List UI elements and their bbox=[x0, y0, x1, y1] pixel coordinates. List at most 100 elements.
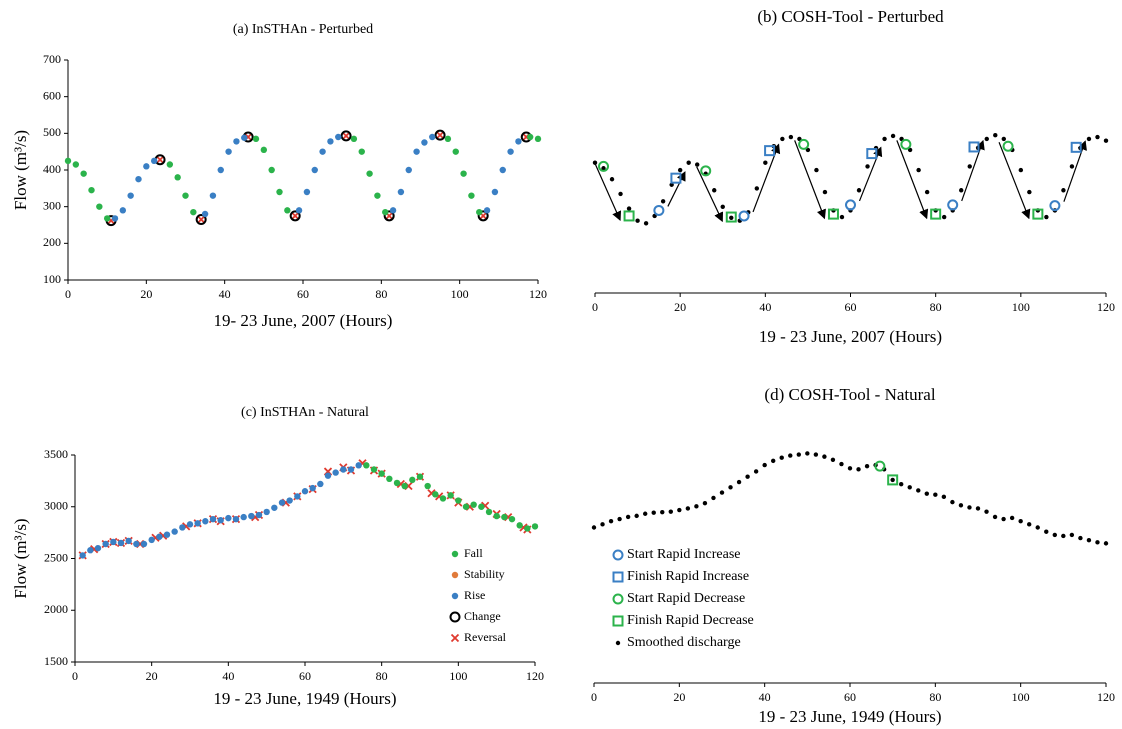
x-tick-label: 60 bbox=[297, 287, 309, 301]
point bbox=[340, 130, 352, 142]
point bbox=[924, 189, 930, 195]
arrow bbox=[858, 146, 883, 202]
point bbox=[822, 189, 828, 195]
point bbox=[127, 192, 134, 199]
point bbox=[386, 475, 393, 483]
point bbox=[110, 538, 117, 546]
point bbox=[485, 508, 493, 516]
point bbox=[592, 160, 598, 165]
point bbox=[754, 186, 760, 191]
point bbox=[950, 499, 955, 505]
point bbox=[591, 525, 597, 530]
point bbox=[1069, 164, 1075, 169]
point bbox=[378, 470, 385, 477]
point bbox=[899, 481, 904, 487]
point bbox=[429, 133, 436, 141]
x-tick-label: 120 bbox=[1097, 690, 1115, 704]
point bbox=[317, 480, 324, 488]
point bbox=[975, 506, 981, 511]
y-tick-label: 1500 bbox=[44, 654, 68, 668]
x-tick-label: 100 bbox=[451, 287, 469, 301]
point bbox=[405, 166, 412, 174]
chart-title: (a) InSTHAn - Perturbed bbox=[233, 22, 373, 37]
point bbox=[763, 160, 768, 165]
x-axis-label: 19 - 23 June, 1949 (Hours) bbox=[213, 689, 396, 708]
point bbox=[813, 452, 819, 457]
x-tick-label: 60 bbox=[844, 690, 856, 704]
point bbox=[1001, 136, 1006, 142]
x-tick-label: 120 bbox=[529, 287, 547, 301]
x-tick-label: 20 bbox=[673, 690, 685, 704]
point bbox=[798, 138, 810, 150]
point bbox=[319, 148, 326, 155]
point bbox=[1032, 208, 1044, 220]
point bbox=[171, 528, 178, 535]
point bbox=[702, 500, 708, 506]
point bbox=[941, 494, 947, 500]
arrow bbox=[593, 162, 622, 222]
point bbox=[847, 466, 853, 471]
point bbox=[729, 215, 734, 220]
x-tick-label: 40 bbox=[219, 287, 231, 301]
point bbox=[190, 208, 197, 216]
point bbox=[80, 170, 87, 177]
point bbox=[508, 515, 516, 523]
arrow bbox=[998, 142, 1031, 220]
point bbox=[155, 155, 165, 164]
point bbox=[435, 131, 445, 140]
point bbox=[1103, 541, 1109, 546]
point bbox=[382, 208, 389, 216]
x-tick-label: 40 bbox=[759, 300, 771, 314]
point bbox=[660, 199, 666, 204]
x-tick-label: 0 bbox=[591, 690, 597, 704]
point bbox=[1078, 535, 1083, 541]
point bbox=[612, 593, 624, 605]
point bbox=[677, 507, 682, 513]
point bbox=[1035, 525, 1040, 530]
arrow bbox=[1063, 140, 1087, 202]
point bbox=[451, 571, 459, 579]
point bbox=[882, 136, 887, 142]
point bbox=[260, 146, 268, 154]
y-tick-label: 400 bbox=[43, 162, 61, 176]
point bbox=[276, 188, 283, 196]
point bbox=[651, 510, 656, 515]
point bbox=[600, 522, 605, 527]
point bbox=[449, 611, 461, 623]
legend-label: Start Rapid Decrease bbox=[627, 591, 745, 606]
point bbox=[845, 199, 856, 211]
point bbox=[1070, 141, 1082, 153]
point bbox=[133, 540, 140, 548]
point bbox=[1061, 533, 1066, 539]
point bbox=[79, 552, 86, 559]
point bbox=[984, 509, 989, 514]
point bbox=[493, 512, 500, 520]
point bbox=[598, 160, 610, 172]
point bbox=[968, 141, 980, 153]
y-tick-label: 2000 bbox=[44, 602, 68, 616]
point bbox=[635, 218, 640, 223]
point bbox=[924, 491, 929, 496]
point bbox=[524, 525, 531, 532]
point bbox=[866, 148, 878, 160]
point bbox=[447, 492, 454, 499]
x-tick-label: 80 bbox=[376, 669, 388, 683]
point bbox=[324, 472, 332, 479]
chart-title: (b) COSH-Tool - Perturbed bbox=[757, 7, 944, 26]
point bbox=[1103, 138, 1109, 143]
y-tick-label: 3000 bbox=[44, 499, 68, 513]
point bbox=[483, 207, 491, 214]
point bbox=[916, 167, 921, 173]
point bbox=[119, 207, 127, 214]
legend-label: Finish Rapid Increase bbox=[627, 569, 749, 584]
point bbox=[660, 509, 665, 515]
point bbox=[295, 207, 303, 214]
y-axis-label: Flow (m³/s) bbox=[11, 518, 30, 598]
point bbox=[289, 210, 301, 222]
point bbox=[643, 511, 648, 516]
point bbox=[916, 488, 921, 493]
x-tick-label: 20 bbox=[146, 669, 158, 683]
point bbox=[612, 571, 624, 583]
point bbox=[311, 166, 318, 174]
point bbox=[907, 485, 912, 490]
